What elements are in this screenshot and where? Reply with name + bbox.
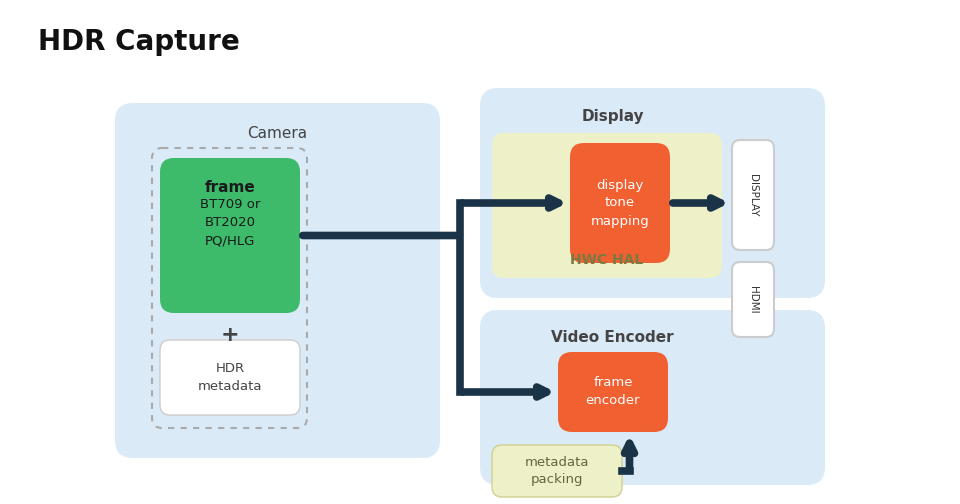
Text: HWC HAL: HWC HAL xyxy=(570,253,643,267)
Text: Camera: Camera xyxy=(248,125,307,141)
FancyBboxPatch shape xyxy=(732,262,774,337)
Text: display
tone
mapping: display tone mapping xyxy=(590,178,649,227)
FancyBboxPatch shape xyxy=(480,88,825,298)
FancyBboxPatch shape xyxy=(480,310,825,485)
FancyBboxPatch shape xyxy=(570,143,670,263)
Text: metadata
packing: metadata packing xyxy=(525,456,589,486)
FancyBboxPatch shape xyxy=(160,158,300,313)
Text: Video Encoder: Video Encoder xyxy=(551,331,674,346)
FancyBboxPatch shape xyxy=(492,133,722,278)
FancyBboxPatch shape xyxy=(160,340,300,415)
FancyBboxPatch shape xyxy=(558,352,668,432)
Text: HDMI: HDMI xyxy=(748,286,758,313)
Text: DISPLAY: DISPLAY xyxy=(748,174,758,216)
Text: HDR
metadata: HDR metadata xyxy=(198,362,262,393)
Text: HDR Capture: HDR Capture xyxy=(38,28,240,56)
FancyBboxPatch shape xyxy=(732,140,774,250)
Text: +: + xyxy=(221,325,239,345)
FancyBboxPatch shape xyxy=(115,103,440,458)
Text: frame
encoder: frame encoder xyxy=(586,376,640,408)
Text: BT709 or
BT2020
PQ/HLG: BT709 or BT2020 PQ/HLG xyxy=(200,199,260,247)
FancyBboxPatch shape xyxy=(492,445,622,497)
Text: frame: frame xyxy=(204,180,255,196)
Text: Display: Display xyxy=(581,108,644,123)
